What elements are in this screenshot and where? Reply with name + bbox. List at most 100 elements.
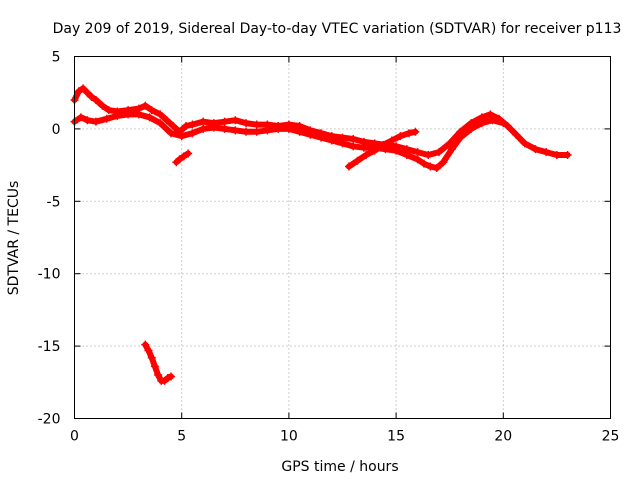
- data-point: [147, 353, 156, 362]
- y-axis-label: SDTVAR / TECUs: [6, 181, 22, 296]
- data-point: [177, 132, 186, 141]
- data-point: [188, 120, 197, 129]
- data-point: [179, 152, 188, 161]
- data-point: [434, 148, 443, 157]
- data-point: [353, 156, 362, 165]
- y-tick-label: -10: [38, 267, 61, 283]
- data-point: [439, 158, 448, 167]
- data-point: [220, 117, 229, 126]
- data-point: [542, 148, 551, 157]
- data-point: [188, 129, 197, 138]
- data-point: [98, 101, 107, 110]
- data-point: [370, 146, 379, 155]
- x-tick-label: 15: [387, 429, 405, 445]
- x-axis-label: GPS time / hours: [281, 459, 398, 475]
- data-point: [145, 113, 154, 122]
- data-point: [396, 132, 405, 141]
- x-tick-label: 10: [280, 429, 298, 445]
- x-tick-label: 5: [177, 429, 186, 445]
- data-point: [349, 135, 358, 144]
- data-point: [150, 362, 159, 371]
- data-point: [520, 139, 529, 148]
- data-point: [362, 150, 371, 159]
- data-point: [359, 143, 368, 152]
- data-point: [124, 110, 133, 119]
- data-point: [563, 150, 572, 159]
- data-point: [387, 136, 396, 145]
- data-point: [456, 133, 465, 142]
- plot-frame: [74, 56, 611, 419]
- data-point: [154, 371, 163, 380]
- grid: [74, 56, 611, 419]
- data-point: [338, 139, 347, 148]
- data-point: [242, 119, 251, 128]
- data-point: [91, 95, 100, 104]
- data-point: [306, 130, 315, 139]
- data-point: [91, 117, 100, 126]
- data-point: [486, 110, 495, 119]
- data-point: [552, 150, 561, 159]
- data-point: [156, 110, 165, 119]
- data-point: [467, 124, 476, 133]
- y-tick-label: -20: [38, 412, 61, 428]
- data-point: [83, 88, 92, 97]
- data-point: [402, 150, 411, 159]
- data-point: [419, 159, 428, 168]
- data-point: [447, 145, 456, 154]
- data-point: [76, 113, 85, 122]
- x-tick-label: 20: [494, 429, 512, 445]
- data-point: [166, 129, 175, 138]
- series-low-segment: [141, 340, 175, 385]
- data-point: [445, 139, 454, 148]
- data-point: [295, 127, 304, 136]
- series-lower-band: [70, 110, 508, 172]
- data-point: [274, 124, 283, 133]
- data-point: [169, 122, 178, 131]
- data-point: [424, 150, 433, 159]
- data-point: [379, 140, 388, 149]
- data-point: [74, 87, 83, 96]
- data-point: [344, 162, 353, 171]
- data-point: [404, 129, 413, 138]
- data-point: [162, 116, 171, 125]
- data-point: [242, 127, 251, 136]
- data-point: [411, 127, 420, 136]
- y-tick-label: -15: [38, 339, 61, 355]
- x-tick-label: 0: [70, 429, 79, 445]
- data-point: [141, 101, 150, 110]
- data-point: [327, 136, 336, 145]
- data-point: [83, 116, 92, 125]
- y-tick-label: 5: [52, 50, 61, 66]
- data-point: [231, 116, 240, 125]
- data-point: [477, 119, 486, 128]
- data-point: [141, 340, 150, 349]
- data-point: [175, 155, 184, 164]
- data-point: [432, 163, 441, 172]
- data-point: [349, 142, 358, 151]
- data-point: [113, 111, 122, 120]
- data-point: [499, 119, 508, 128]
- y-tick-label: -5: [47, 194, 61, 210]
- chart-title: Day 209 of 2019, Sidereal Day-to-day VTE…: [53, 21, 622, 37]
- data-point: [104, 106, 113, 115]
- axis-ticks: 0 5 10 15 20 25 5 0 -5 -10 -15 -20: [38, 50, 620, 445]
- x-tick-label: 25: [602, 429, 620, 445]
- data-point: [503, 122, 512, 131]
- data-point: [413, 148, 422, 157]
- data-series: [70, 84, 572, 385]
- data-point: [147, 106, 156, 115]
- data-point: [134, 110, 143, 119]
- data-point: [413, 155, 422, 164]
- data-point: [252, 127, 261, 136]
- data-point: [184, 149, 193, 158]
- data-point: [392, 146, 401, 155]
- data-point: [488, 116, 497, 125]
- data-point: [79, 84, 88, 93]
- data-point: [181, 122, 190, 131]
- data-point: [209, 123, 218, 132]
- data-point: [199, 124, 208, 133]
- data-point: [426, 162, 435, 171]
- data-point: [317, 133, 326, 142]
